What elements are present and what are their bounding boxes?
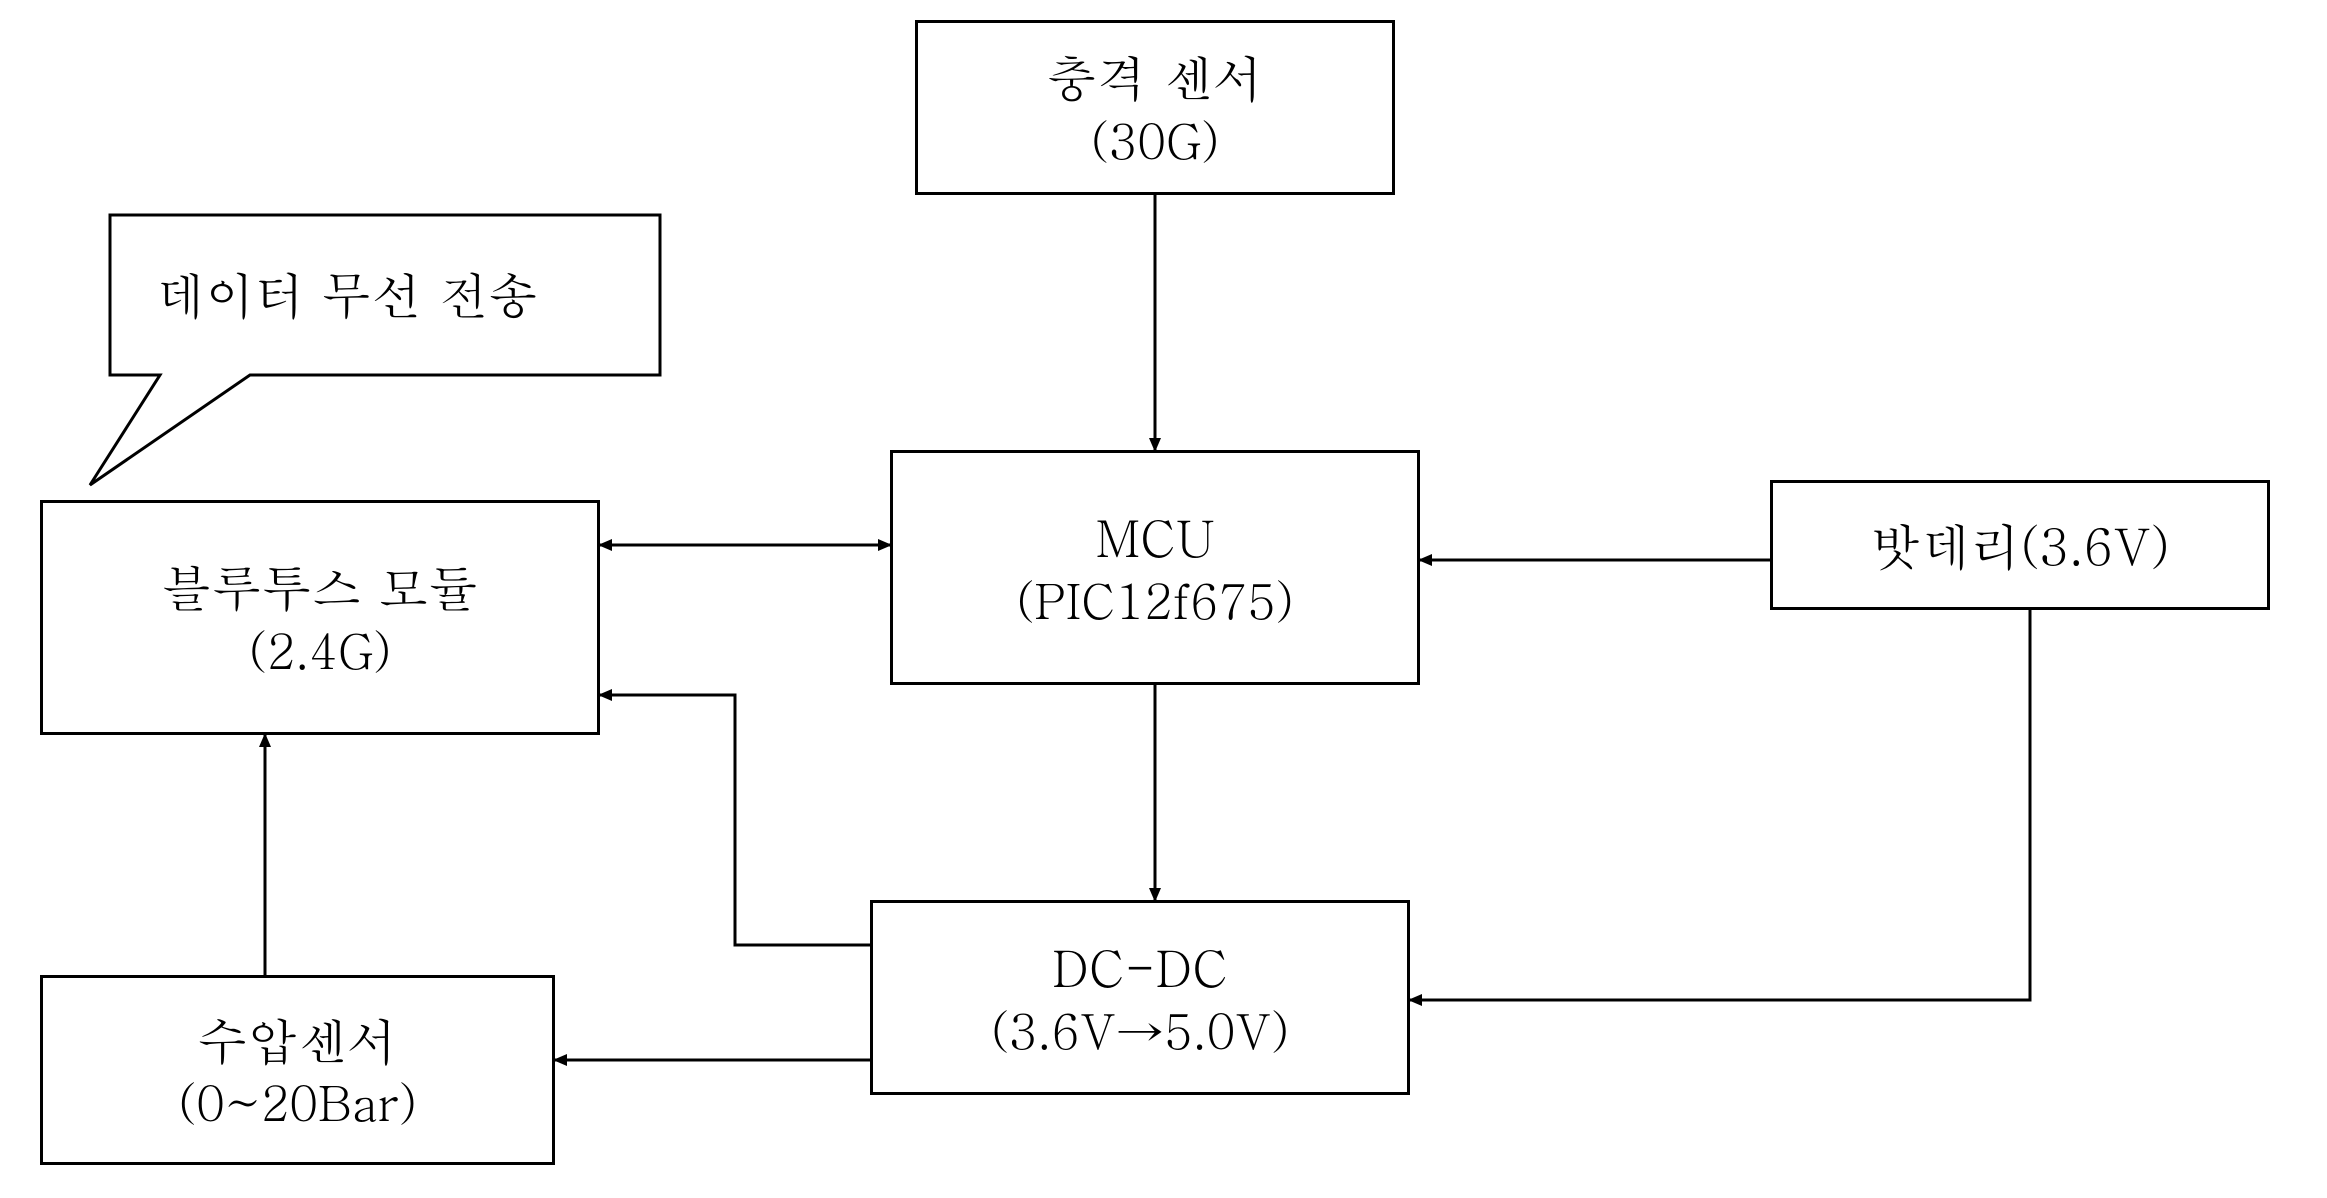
bluetooth-sub: (2.4G) — [249, 619, 392, 679]
node-bluetooth: 블루투스 모듈 (2.4G) — [40, 500, 600, 735]
callout-text: 데이터 무선 전송 — [155, 258, 538, 329]
shock-sensor-sub: (30G) — [1091, 109, 1220, 169]
diagram-canvas: 충격 센서 (30G) MCU (PIC12f675) 블루투스 모듈 (2.4… — [0, 0, 2327, 1198]
node-shock-sensor: 충격 센서 (30G) — [915, 20, 1395, 195]
node-battery: 밧데리(3.6V) — [1770, 480, 2270, 610]
mcu-title: MCU — [1096, 506, 1215, 569]
node-mcu: MCU (PIC12f675) — [890, 450, 1420, 685]
bluetooth-title: 블루투스 모듈 — [162, 556, 479, 619]
dcdc-sub: (3.6V→5.0V) — [991, 999, 1290, 1059]
dcdc-title: DC-DC — [1052, 936, 1228, 999]
mcu-sub: (PIC12f675) — [1016, 569, 1294, 629]
pressure-sensor-sub: (0~20Bar) — [178, 1071, 417, 1131]
shock-sensor-title: 충격 센서 — [1047, 46, 1264, 109]
node-pressure-sensor: 수압센서 (0~20Bar) — [40, 975, 555, 1165]
callout-wireless-transmit: 데이터 무선 전송 — [155, 258, 538, 329]
node-dcdc: DC-DC (3.6V→5.0V) — [870, 900, 1410, 1095]
pressure-sensor-title: 수압센서 — [198, 1009, 398, 1072]
battery-title: 밧데리(3.6V) — [1870, 514, 2169, 577]
